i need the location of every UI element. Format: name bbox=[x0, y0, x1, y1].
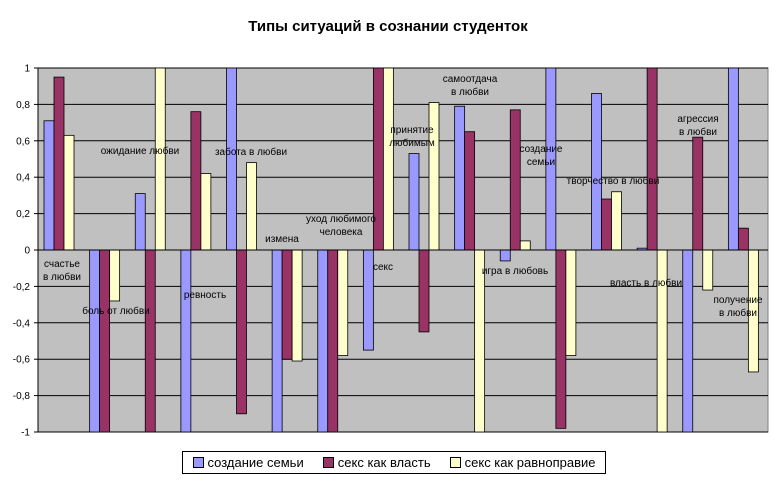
bar-series-1-cat-11 bbox=[499, 249, 511, 262]
bar-series-2-cat-7 bbox=[327, 249, 339, 433]
category-label: счастье bbox=[44, 259, 80, 270]
category-label: власть в любви bbox=[610, 277, 682, 289]
bar-series-3-cat-4 bbox=[200, 173, 212, 251]
y-tick-label: -0,2 bbox=[13, 282, 31, 293]
bar-series-1-cat-3 bbox=[134, 193, 146, 251]
bar-series-2-cat-3 bbox=[144, 249, 156, 433]
bar-series-2-cat-6 bbox=[281, 249, 293, 360]
category-label: семьи bbox=[527, 157, 555, 168]
category-label: принятие bbox=[390, 125, 434, 136]
bar-series-2-cat-12 bbox=[555, 249, 567, 429]
bar-series-1-cat-10 bbox=[454, 105, 466, 251]
y-tick-label: 0,4 bbox=[16, 173, 30, 184]
bar-series-1-cat-8 bbox=[362, 249, 374, 351]
legend-item-series-1: создание семьи bbox=[192, 455, 304, 470]
bar-series-2-cat-14 bbox=[646, 67, 658, 251]
category-label: боль от любви bbox=[82, 305, 150, 317]
bar-series-1-cat-5 bbox=[226, 67, 237, 251]
bar-series-1-cat-9 bbox=[408, 153, 420, 251]
category-label: любимым bbox=[389, 137, 435, 149]
category-label: самоотдача bbox=[443, 74, 498, 85]
category-label: ожидание любви bbox=[101, 145, 180, 157]
legend-swatch-series-1 bbox=[192, 457, 204, 468]
category-label: измена bbox=[265, 234, 299, 245]
bar-series-1-cat-15 bbox=[682, 249, 694, 433]
y-tick-label: 1 bbox=[24, 64, 30, 75]
bar-series-2-cat-1 bbox=[53, 76, 65, 251]
bar-series-3-cat-12 bbox=[565, 249, 577, 356]
y-tick-label: 0,6 bbox=[16, 136, 30, 147]
legend-label-series-3: секс как равноправие bbox=[464, 455, 596, 470]
bar-series-3-cat-3 bbox=[154, 67, 166, 251]
bar-series-3-cat-5 bbox=[246, 162, 257, 251]
category-label: творчество в любви bbox=[567, 175, 660, 187]
category-label: агрессия bbox=[677, 114, 718, 125]
bar-series-3-cat-11 bbox=[519, 240, 531, 251]
chart-title: Типы ситуаций в сознании студенток bbox=[248, 18, 528, 35]
bar-series-3-cat-7 bbox=[337, 249, 349, 356]
bar-series-2-cat-2 bbox=[99, 249, 111, 433]
y-tick-label: 0,2 bbox=[16, 209, 30, 220]
legend-swatch-series-3 bbox=[449, 457, 461, 468]
bar-series-2-cat-9 bbox=[418, 249, 430, 333]
category-label: ревность bbox=[184, 290, 226, 301]
category-label: игра в любовь bbox=[482, 265, 548, 277]
bar-series-3-cat-8 bbox=[382, 67, 394, 251]
legend-item-series-2: секс как власть bbox=[322, 455, 431, 470]
category-label: уход любимого bbox=[306, 213, 376, 225]
y-tick-label: -0,6 bbox=[13, 355, 31, 366]
y-tick-label: -1 bbox=[21, 428, 30, 439]
legend-swatch-series-2 bbox=[322, 457, 334, 468]
bar-series-1-cat-13 bbox=[591, 93, 602, 251]
category-label: забота в любви bbox=[215, 146, 287, 158]
bar-series-1-cat-6 bbox=[271, 249, 283, 433]
bar-series-1-cat-1 bbox=[43, 120, 55, 251]
bar-series-1-cat-4 bbox=[180, 249, 192, 433]
bar-series-2-cat-16 bbox=[737, 227, 749, 251]
y-tick-label: 0,8 bbox=[16, 100, 30, 111]
bar-series-3-cat-2 bbox=[109, 249, 121, 302]
category-label: в любви bbox=[43, 271, 81, 283]
y-tick-label: 0 bbox=[24, 246, 30, 257]
bar-series-2-cat-15 bbox=[692, 136, 704, 251]
bar-series-2-cat-5 bbox=[236, 249, 247, 415]
bar-series-1-cat-2 bbox=[89, 249, 101, 433]
bar-series-3-cat-13 bbox=[611, 191, 622, 251]
category-label: в любви bbox=[719, 307, 757, 319]
category-label: человека bbox=[320, 227, 363, 238]
bar-series-2-cat-11 bbox=[509, 109, 521, 251]
legend: создание семьи секс как власть секс как … bbox=[182, 451, 606, 474]
y-tick-label: -0,4 bbox=[13, 318, 31, 329]
bar-series-1-cat-7 bbox=[317, 249, 329, 433]
bar-series-3-cat-10 bbox=[474, 249, 486, 433]
legend-label-series-2: секс как власть bbox=[337, 455, 431, 470]
legend-item-series-3: секс как равноправие bbox=[449, 455, 596, 470]
category-label: создание bbox=[520, 144, 563, 155]
legend-label-series-1: создание семьи bbox=[207, 455, 304, 470]
bar-series-2-cat-13 bbox=[601, 198, 612, 251]
category-label: в любви bbox=[451, 86, 489, 98]
bar-series-2-cat-10 bbox=[464, 131, 476, 251]
bar-series-1-cat-16 bbox=[727, 67, 739, 251]
bar-series-3-cat-1 bbox=[63, 134, 75, 251]
bar-series-3-cat-15 bbox=[702, 249, 714, 291]
category-label: секс bbox=[373, 262, 393, 273]
y-tick-label: -0,8 bbox=[13, 391, 31, 402]
category-label: в любви bbox=[679, 126, 717, 138]
bar-series-2-cat-4 bbox=[190, 111, 202, 251]
category-label: получение bbox=[713, 295, 762, 306]
bar-series-3-cat-6 bbox=[291, 249, 303, 362]
